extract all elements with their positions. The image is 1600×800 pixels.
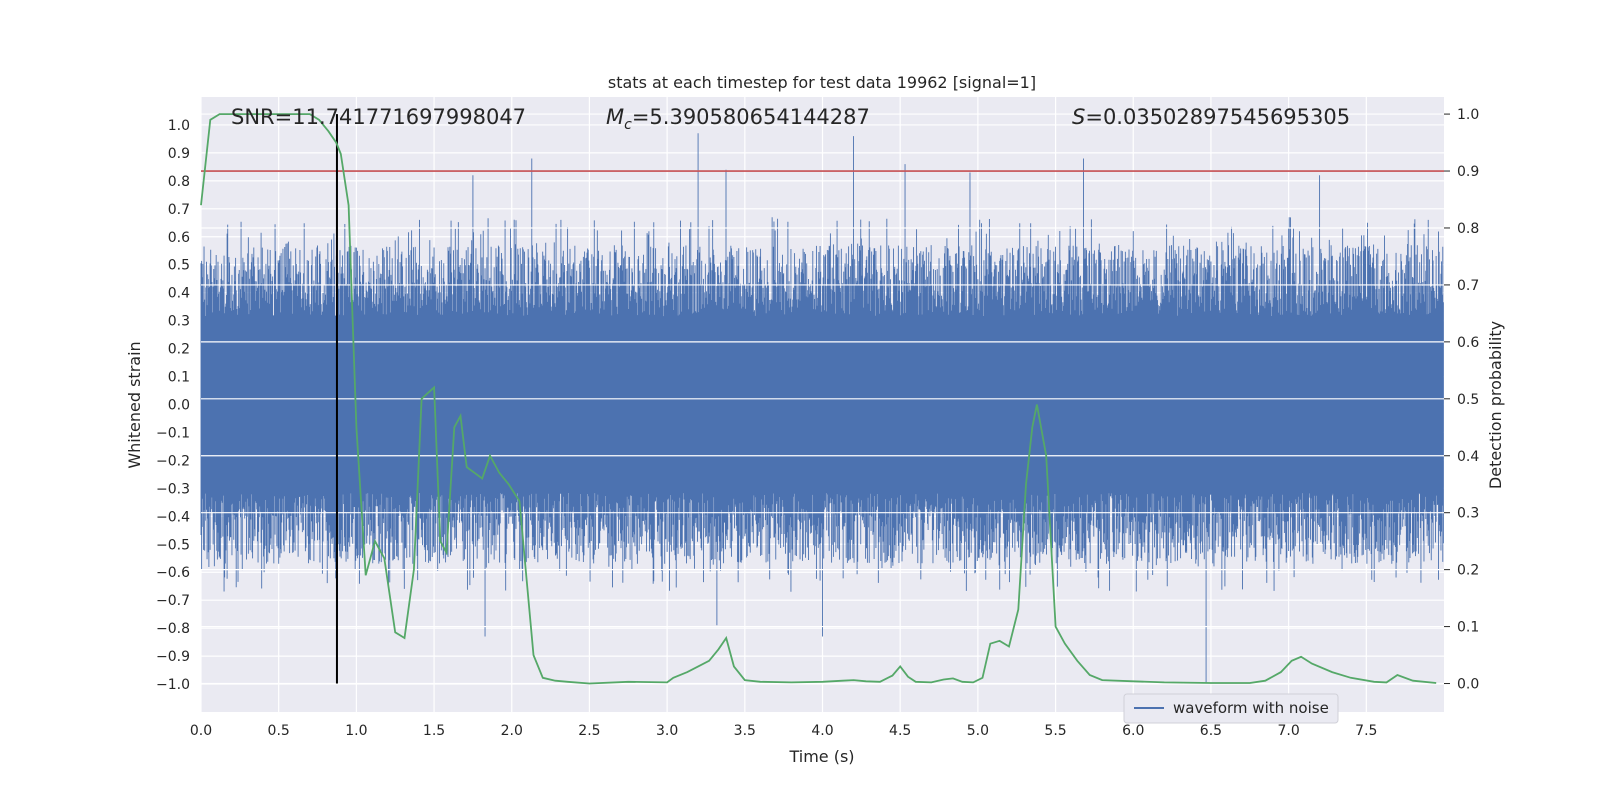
y-tick-label-left: 0.7 — [168, 202, 190, 218]
x-tick-label: 1.0 — [345, 723, 367, 739]
y-tick-label-right: 0.6 — [1457, 335, 1479, 351]
score-annotation: S=0.03502897545695305 — [1072, 105, 1350, 129]
legend: waveform with noise — [1123, 693, 1339, 724]
x-tick-label: 3.5 — [734, 723, 756, 739]
y-tick-label-right: 0.1 — [1457, 620, 1479, 636]
y-axis-label-right: Detection probability — [1486, 321, 1505, 489]
y-axis-label-left: Whitened strain — [125, 341, 144, 468]
score-symbol: S — [1072, 105, 1085, 129]
y-tick-label-left: −0.6 — [156, 565, 190, 581]
x-tick-label: 4.5 — [889, 723, 911, 739]
chirp-mass-value: =5.390580654144287 — [632, 105, 870, 129]
left-axis-ticks: 1.0 0.9 0.8 0.7 0.6 0.5 0.4 0.3 0.2 0.1 0.0 −0.1 −0.… — [156, 118, 190, 693]
x-tick-label: 5.5 — [1044, 723, 1066, 739]
y-tick-label-right: 0.2 — [1457, 563, 1479, 579]
y-tick-label-left: −0.7 — [156, 593, 190, 609]
y-tick-label-left: 0.5 — [168, 258, 190, 274]
y-tick-label-left: 1.0 — [168, 118, 190, 134]
x-tick-label: 4.0 — [811, 723, 833, 739]
x-tick-label: 1.5 — [423, 723, 445, 739]
y-tick-label-right: 0.9 — [1457, 164, 1479, 180]
y-tick-label-right: 0.8 — [1457, 221, 1479, 237]
y-tick-label-left: 0.9 — [168, 146, 190, 162]
y-tick-label-left: 0.0 — [168, 398, 190, 414]
x-tick-label: 6.5 — [1200, 723, 1222, 739]
x-tick-label: 0.0 — [190, 723, 212, 739]
y-tick-label-left: −0.3 — [156, 481, 190, 497]
y-tick-label-left: 0.1 — [168, 370, 190, 386]
y-tick-label-left: 0.6 — [168, 230, 190, 246]
x-tick-label: 3.0 — [656, 723, 678, 739]
x-tick-label: 7.0 — [1277, 723, 1299, 739]
y-tick-label-left: −0.4 — [156, 509, 190, 525]
x-tick-label: 7.5 — [1355, 723, 1377, 739]
legend-box — [1123, 693, 1339, 724]
x-tick-label: 0.5 — [268, 723, 290, 739]
x-tick-label: 2.5 — [578, 723, 600, 739]
y-tick-label-left: 0.4 — [168, 286, 190, 302]
right-axis-ticks: 1.0 0.9 0.8 0.7 0.6 0.5 0.4 0.3 0.2 0.1 0.0 — [1444, 107, 1479, 693]
chirp-mass-symbol: M — [606, 105, 624, 129]
x-tick-label: 6.0 — [1122, 723, 1144, 739]
y-tick-label-left: −0.2 — [156, 453, 190, 469]
y-tick-label-left: −0.5 — [156, 537, 190, 553]
x-axis-label: Time (s) — [788, 747, 854, 766]
chirp-mass-subscript: c — [624, 117, 632, 133]
chirp-mass-annotation: Mc=5.390580654144287 — [606, 105, 870, 133]
x-tick-label: 5.0 — [967, 723, 989, 739]
y-tick-label-left: −0.8 — [156, 621, 190, 637]
y-tick-label-left: 0.8 — [168, 174, 190, 190]
y-tick-label-left: 0.2 — [168, 342, 190, 358]
chart-title: stats at each timestep for test data 199… — [608, 73, 1036, 92]
legend-label: waveform with noise — [1173, 699, 1329, 717]
x-tick-label: 2.0 — [501, 723, 523, 739]
y-tick-label-left: −1.0 — [156, 677, 190, 693]
y-tick-label-right: 1.0 — [1457, 107, 1479, 123]
y-tick-label-left: 0.3 — [168, 314, 190, 330]
y-tick-label-right: 0.5 — [1457, 392, 1479, 408]
y-tick-label-right: 0.7 — [1457, 278, 1479, 294]
y-tick-label-right: 0.3 — [1457, 506, 1479, 522]
snr-annotation: SNR=11.741771697998047 — [231, 105, 526, 129]
y-tick-label-right: 0.4 — [1457, 449, 1479, 465]
y-tick-label-left: −0.9 — [156, 649, 190, 665]
x-axis-ticks: 0.0 0.5 1.0 1.5 2.0 2.5 3.0 3.5 4.0 4.5 5.0 5.5 6.0 6… — [190, 723, 1378, 739]
y-tick-label-left: −0.1 — [156, 425, 190, 441]
detection-probability-line — [200, 113, 1437, 685]
y-tick-label-right: 0.0 — [1457, 677, 1479, 693]
score-value: =0.03502897545695305 — [1085, 105, 1350, 129]
